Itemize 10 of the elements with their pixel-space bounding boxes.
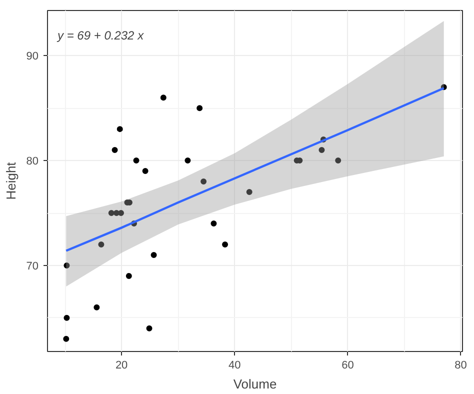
x-tick-label: 80 [454,360,467,372]
y-tick-label: 70 [26,260,39,272]
x-tick-label: 60 [342,360,354,372]
annotation: y = 69 + 0.232 x [56,28,145,42]
x-tick-label: 20 [115,360,128,372]
y-axis-title: Height [3,162,18,200]
y-tick-label: 90 [26,50,39,63]
x-tick-label: 40 [228,360,241,372]
x-axis-title: Volume [233,376,277,392]
y-tick-label: 80 [26,156,39,168]
